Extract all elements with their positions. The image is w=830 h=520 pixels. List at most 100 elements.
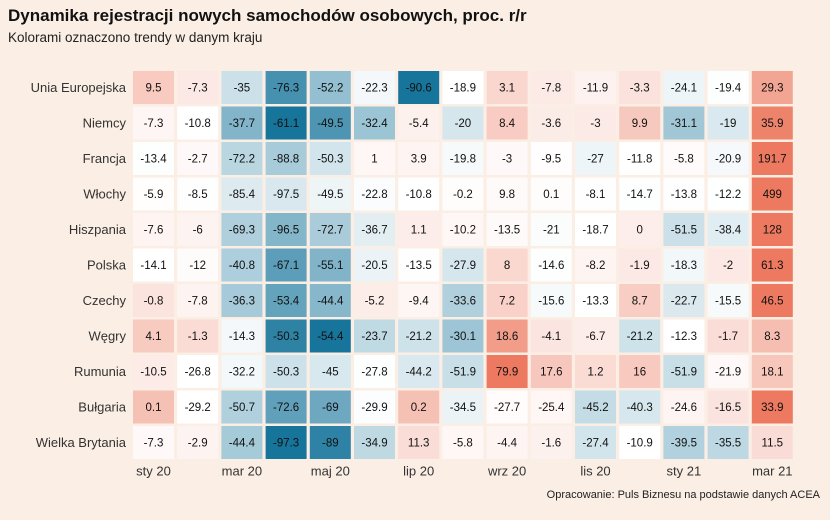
heatmap-cell <box>177 213 219 246</box>
heatmap-cell <box>221 284 263 317</box>
cell-value-label: -52.2 <box>317 83 343 95</box>
cell-value-label: -21.9 <box>715 367 741 379</box>
cell-value-label: -8.1 <box>586 189 606 201</box>
heatmap-cell <box>486 106 528 140</box>
cell-value-label: -40.8 <box>229 260 255 272</box>
cell-value-label: -1.3 <box>188 331 208 343</box>
heatmap-cell <box>486 355 528 388</box>
heatmap-cell <box>619 390 661 424</box>
heatmap-cell <box>221 355 263 388</box>
heatmap-cell <box>663 177 705 211</box>
heatmap-cell <box>133 177 174 211</box>
cell-value-label: -21.2 <box>627 331 653 343</box>
cell-value-label: -2.9 <box>188 438 208 450</box>
cell-value-label: -49.5 <box>317 189 343 201</box>
heatmap-cell <box>619 177 661 211</box>
heatmap-cell <box>265 248 307 282</box>
cell-value-label: -12.2 <box>715 189 741 201</box>
cell-value-label: -50.7 <box>229 402 255 414</box>
heatmap-cell <box>486 426 528 459</box>
heatmap-cell <box>619 106 661 140</box>
cell-value-label: -40.3 <box>627 402 653 414</box>
cell-value-label: -27 <box>587 154 604 166</box>
cell-value-label: -31.1 <box>671 118 697 130</box>
heatmap-cell <box>707 426 749 459</box>
heatmap-cell <box>707 213 749 246</box>
heatmap-cell <box>619 71 661 104</box>
heatmap-cell <box>221 213 263 246</box>
heatmap-cell <box>442 142 484 175</box>
heatmap-cell <box>221 71 263 104</box>
heatmap-cell <box>442 355 484 388</box>
cell-value-label: -5.2 <box>365 296 385 308</box>
cell-value-label: -50.3 <box>317 154 343 166</box>
cell-value-label: 16 <box>633 367 646 379</box>
cell-value-label: -13.5 <box>494 225 520 237</box>
heatmap-cell <box>442 177 484 211</box>
cell-value-label: -72.7 <box>317 225 343 237</box>
heatmap-cell <box>221 106 263 140</box>
cell-value-label: -10.2 <box>450 225 476 237</box>
heatmap-cell <box>309 248 351 282</box>
cell-value-label: -13.8 <box>671 189 697 201</box>
row-label: Bułgaria <box>78 400 126 415</box>
cell-value-label: -55.1 <box>317 260 343 272</box>
cell-value-label: -25.4 <box>538 402 565 414</box>
cell-value-label: 191.7 <box>758 154 787 166</box>
heatmap-cell <box>663 248 705 282</box>
heatmap-cell <box>751 106 793 140</box>
cell-value-label: -88.8 <box>273 154 299 166</box>
heatmap-cell <box>177 177 219 211</box>
heatmap-cell <box>221 319 263 353</box>
cell-value-label: -14.1 <box>140 260 166 272</box>
cell-value-label: -18.7 <box>582 225 608 237</box>
heatmap-cell <box>177 248 219 282</box>
cell-value-label: 1.1 <box>411 225 427 237</box>
heatmap-cell <box>530 71 572 104</box>
heatmap-cell <box>530 177 572 211</box>
heatmap-cell <box>354 355 395 388</box>
cell-value-label: -35.5 <box>715 438 741 450</box>
cell-value-label: -44.2 <box>406 367 432 379</box>
heatmap-cell <box>751 177 793 211</box>
heatmap-cell <box>530 426 572 459</box>
cell-value-label: -29.2 <box>185 402 211 414</box>
cell-value-label: -8.2 <box>586 260 606 272</box>
heatmap-cell <box>707 284 749 317</box>
cell-value-label: 9.9 <box>632 118 648 130</box>
cell-value-label: 8.7 <box>632 296 648 308</box>
x-tick-label: sty 21 <box>667 464 702 479</box>
cell-value-label: 17.6 <box>540 367 562 379</box>
heatmap-cell <box>575 177 616 211</box>
heatmap-cell <box>751 71 793 104</box>
x-tick-label: lis 20 <box>580 464 610 479</box>
cell-value-label: -2.7 <box>188 154 208 166</box>
cell-value-label: -67.1 <box>273 260 299 272</box>
cell-value-label: -7.3 <box>144 118 164 130</box>
cell-value-label: -22.8 <box>361 189 387 201</box>
cell-value-label: 9.5 <box>146 83 162 95</box>
heatmap-cell <box>707 142 749 175</box>
heatmap-cell <box>309 426 351 459</box>
cell-value-label: -3.3 <box>630 83 650 95</box>
cell-value-label: 79.9 <box>496 367 518 379</box>
heatmap-cell <box>486 142 528 175</box>
cell-value-label: -45 <box>322 367 339 379</box>
cell-value-label: 128 <box>763 225 782 237</box>
cell-value-label: -51.9 <box>450 367 476 379</box>
cell-value-label: -1.7 <box>718 331 738 343</box>
heatmap-cell <box>751 390 793 424</box>
cell-value-label: -18.3 <box>671 260 697 272</box>
cell-value-label: 0 <box>636 225 642 237</box>
heatmap-cell <box>177 426 219 459</box>
cell-value-label: -13.5 <box>406 260 432 272</box>
heatmap-cell <box>309 71 351 104</box>
cell-value-label: 33.9 <box>761 402 783 414</box>
heatmap-cell <box>133 106 174 140</box>
cell-value-label: -27.8 <box>361 367 387 379</box>
cell-value-label: -32.4 <box>361 118 388 130</box>
heatmap-cell <box>133 71 174 104</box>
cell-value-label: -11.9 <box>583 83 608 95</box>
heatmap-cell <box>707 248 749 282</box>
heatmap-cell <box>707 177 749 211</box>
